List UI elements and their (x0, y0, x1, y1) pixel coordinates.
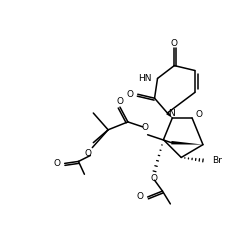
Text: O: O (54, 159, 61, 168)
Text: O: O (141, 123, 148, 132)
Text: O: O (137, 193, 144, 202)
Text: O: O (171, 39, 178, 48)
Polygon shape (166, 112, 172, 118)
Text: O: O (117, 97, 123, 106)
Text: O: O (195, 109, 202, 118)
Polygon shape (171, 141, 203, 145)
Text: HN: HN (138, 74, 152, 83)
Text: Br: Br (212, 156, 222, 165)
Text: O: O (85, 149, 92, 158)
Text: N: N (168, 109, 175, 117)
Text: O: O (127, 90, 134, 99)
Text: O: O (150, 174, 157, 183)
